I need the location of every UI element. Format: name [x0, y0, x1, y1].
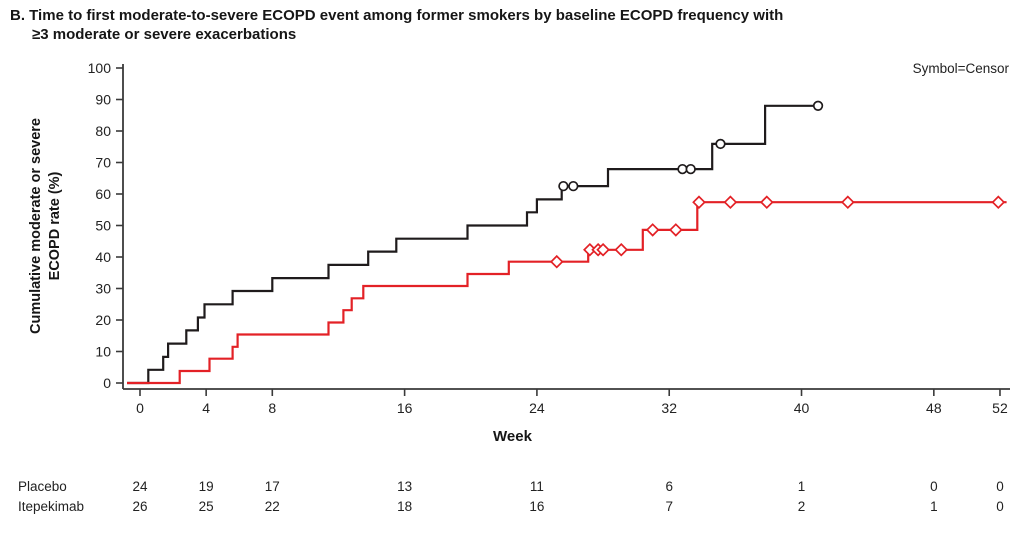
- y-tick-label: 10: [95, 344, 111, 360]
- y-tick-label: 0: [103, 375, 111, 391]
- at-risk-count-placebo: 13: [397, 479, 412, 494]
- y-tick-label: 40: [95, 249, 111, 265]
- at-risk-count-placebo: 6: [665, 479, 673, 494]
- x-tick-label: 52: [992, 400, 1008, 416]
- x-tick-label: 32: [661, 400, 677, 416]
- x-tick-label: 4: [202, 400, 210, 416]
- y-tick-label: 90: [95, 92, 111, 108]
- at-risk-row-label-itepekimab: Itepekimab: [18, 499, 85, 514]
- itepekimab-censor-diamond-marker: [723, 195, 738, 209]
- x-tick-label: 0: [136, 400, 144, 416]
- at-risk-count-placebo: 0: [930, 479, 938, 494]
- at-risk-count-placebo: 11: [530, 479, 544, 494]
- at-risk-count-placebo: 17: [265, 479, 280, 494]
- figure-title-line2: ≥3 moderate or severe exacerbations: [32, 25, 297, 43]
- itepekimab-censor-diamond-marker: [692, 195, 706, 209]
- x-axis-label: Week: [493, 428, 532, 445]
- x-tick-label: 8: [268, 400, 276, 416]
- itepekimab-censor-diamond-marker: [614, 242, 629, 257]
- y-tick-label: 80: [95, 123, 111, 139]
- at-risk-count-itepekimab: 16: [529, 499, 544, 514]
- x-tick-label: 48: [926, 400, 942, 416]
- at-risk-count-placebo: 1: [798, 479, 806, 494]
- at-risk-count-placebo: 19: [199, 479, 214, 494]
- y-tick-label: 30: [95, 281, 111, 297]
- itepekimab-censor-diamond-marker: [549, 254, 564, 269]
- y-tick-label: 60: [95, 186, 111, 202]
- itepekimab-censor-diamond-marker: [596, 242, 610, 257]
- at-risk-count-itepekimab: 22: [265, 499, 280, 514]
- itepekimab-censor-diamond-marker: [759, 195, 774, 209]
- at-risk-count-itepekimab: 1: [930, 499, 938, 514]
- itepekimab-curve: [127, 201, 1007, 385]
- placebo-censor-circle-marker: [558, 180, 569, 192]
- itepekimab-censor-diamond-marker: [991, 195, 1006, 209]
- at-risk-count-itepekimab: 26: [132, 499, 147, 514]
- at-risk-count-placebo: 24: [132, 479, 148, 494]
- at-risk-count-placebo: 0: [996, 479, 1004, 494]
- placebo-censor-circle-marker: [685, 163, 696, 175]
- placebo-censor-circle-marker: [715, 138, 726, 150]
- at-risk-count-itepekimab: 2: [798, 499, 806, 514]
- figure-title: B. Time to first moderate-to-severe ECOP…: [10, 7, 783, 45]
- itepekimab-censor-diamond-marker: [645, 223, 660, 237]
- at-risk-count-itepekimab: 7: [665, 499, 673, 514]
- x-tick-label: 40: [794, 400, 810, 416]
- y-tick-label: 70: [95, 155, 111, 171]
- at-risk-count-itepekimab: 0: [996, 499, 1004, 514]
- itepekimab-censor-diamond-marker: [669, 223, 683, 237]
- y-tick-label: 50: [95, 218, 111, 234]
- placebo-curve: [127, 104, 822, 385]
- x-tick-label: 24: [529, 400, 545, 416]
- placebo-censor-circle-marker: [568, 180, 579, 192]
- at-risk-row-label-placebo: Placebo: [18, 479, 67, 494]
- at-risk-count-itepekimab: 25: [199, 499, 214, 514]
- itepekimab-censor-diamond-marker: [841, 195, 855, 209]
- x-tick-label: 16: [397, 400, 413, 416]
- y-tick-label: 20: [95, 312, 111, 328]
- placebo-censor-circle-marker: [677, 163, 688, 175]
- at-risk-count-itepekimab: 18: [397, 499, 412, 514]
- censor-legend-note: Symbol=Censor: [912, 61, 1009, 76]
- y-tick-label: 100: [88, 60, 112, 76]
- figure-title-line1: B. Time to first moderate-to-severe ECOP…: [10, 7, 784, 24]
- placebo-censor-circle-marker: [812, 100, 824, 111]
